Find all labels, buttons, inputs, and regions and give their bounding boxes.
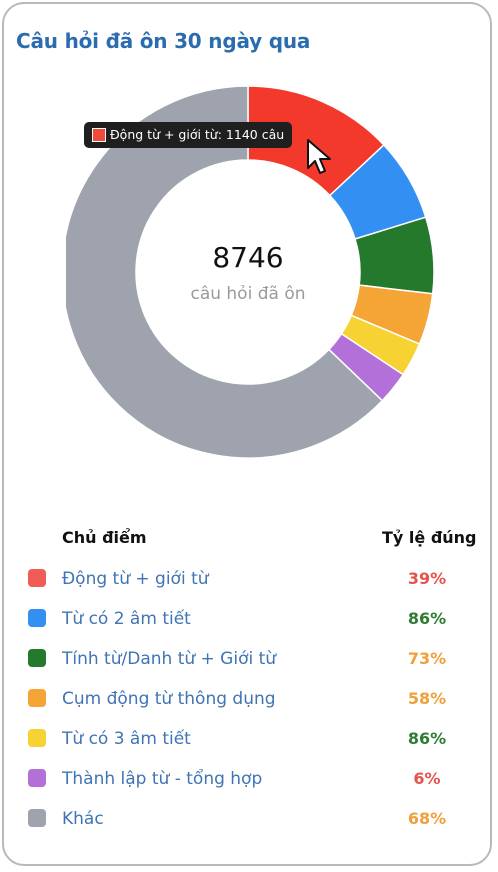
legend-row[interactable]: Từ có 3 âm tiết 86%	[26, 727, 472, 751]
legend-topic-label[interactable]: Cụm động từ thông dụng	[62, 689, 276, 709]
legend-color-swatch	[28, 609, 46, 627]
legend-correct-rate: 39%	[407, 569, 447, 588]
total-label: câu hỏi đã ôn	[190, 284, 306, 304]
legend-correct-rate: 73%	[407, 649, 447, 668]
chart-tooltip: Động từ + giới từ: 1140 câu	[84, 122, 293, 148]
legend-topic-label[interactable]: Tính từ/Danh từ + Giới từ	[62, 649, 277, 669]
legend-topic-label[interactable]: Từ có 3 âm tiết	[62, 729, 191, 749]
legend-row[interactable]: Khác 68%	[26, 807, 472, 831]
legend-row[interactable]: Từ có 2 âm tiết 86%	[26, 607, 472, 631]
total-count: 8746	[212, 241, 284, 274]
legend-row[interactable]: Cụm động từ thông dụng 58%	[26, 687, 472, 711]
legend-color-swatch	[28, 649, 46, 667]
legend-header-rate: Tỷ lệ đúng	[382, 528, 477, 547]
legend-color-swatch	[28, 689, 46, 707]
donut-chart[interactable]	[66, 86, 434, 458]
legend-header-topic: Chủ điểm	[62, 528, 147, 547]
legend-topic-label[interactable]: Động từ + giới từ	[62, 569, 209, 589]
legend-row[interactable]: Động từ + giới từ 39%	[26, 567, 472, 591]
legend-correct-rate: 86%	[407, 729, 447, 748]
legend-topic-label[interactable]: Khác	[62, 809, 104, 829]
legend-correct-rate: 6%	[413, 769, 441, 788]
legend-topic-label[interactable]: Từ có 2 âm tiết	[62, 609, 191, 629]
tooltip-swatch	[92, 128, 106, 142]
donut-slice-6[interactable]	[66, 86, 384, 458]
legend-row[interactable]: Tính từ/Danh từ + Giới từ 73%	[26, 647, 472, 671]
card-title: Câu hỏi đã ôn 30 ngày qua	[16, 29, 311, 53]
mouse-cursor-icon	[307, 139, 331, 174]
legend-topic-label[interactable]: Thành lập từ - tổng hợp	[62, 769, 263, 789]
legend-color-swatch	[28, 809, 46, 827]
tooltip-text: Động từ + giới từ: 1140 câu	[110, 127, 285, 142]
legend-color-swatch	[28, 569, 46, 587]
legend-row[interactable]: Thành lập từ - tổng hợp 6%	[26, 767, 472, 791]
legend-correct-rate: 58%	[407, 689, 447, 708]
legend-color-swatch	[28, 769, 46, 787]
legend-correct-rate: 86%	[407, 609, 447, 628]
legend-correct-rate: 68%	[407, 809, 447, 828]
legend-color-swatch	[28, 729, 46, 747]
